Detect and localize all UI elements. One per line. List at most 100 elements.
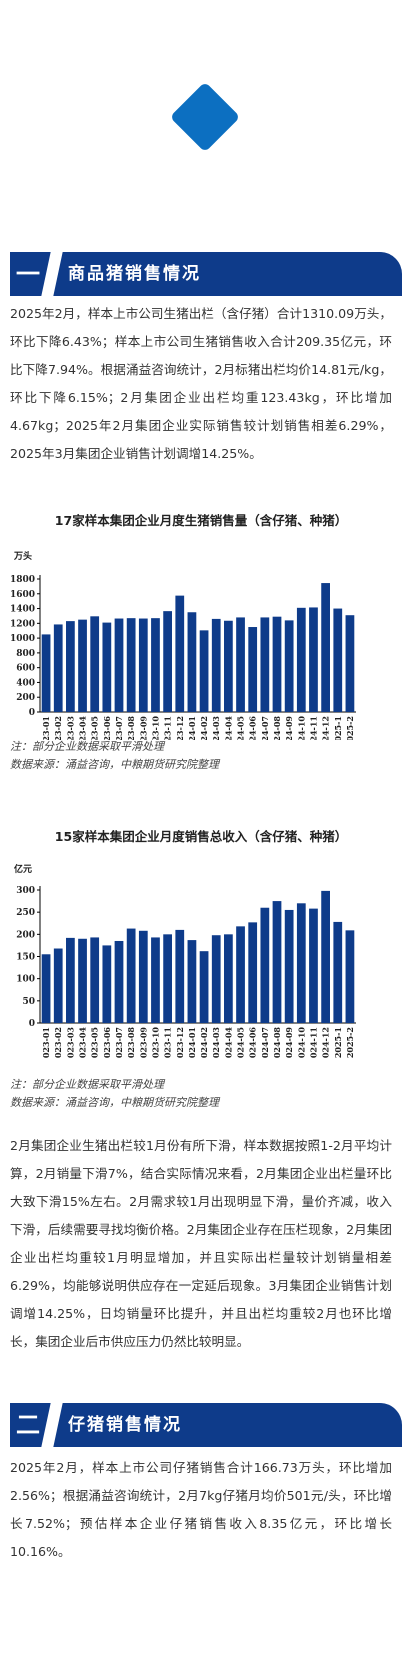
section-title: 商品猪销售情况 [68, 264, 201, 284]
y-tick-label: 1600 [10, 590, 35, 600]
x-tick-label: 2023-02 [53, 716, 63, 740]
bar [199, 630, 209, 712]
bar [224, 934, 233, 1023]
chart1-note: 注：部分企业数据采取平滑处理 [10, 740, 164, 753]
bar [102, 945, 112, 1023]
x-tick-label: 2024-08 [272, 716, 282, 740]
chart1-unit-label: 万头 [13, 550, 32, 562]
bar [333, 608, 343, 712]
bar [66, 621, 75, 712]
section1-analysis-paragraph: 2月集团企业生猪出栏较1月份有所下滑，样本数据按照1-2月平均计算，2月销量下滑… [10, 1138, 392, 1349]
bar [284, 909, 294, 1023]
bar [66, 937, 75, 1023]
bar [151, 618, 160, 712]
section-header-1: 一 商品猪销售情况 [10, 252, 402, 296]
y-tick-label: 1000 [10, 634, 35, 644]
bar [78, 938, 87, 1023]
bar [187, 612, 197, 712]
x-tick-label: 2024-05 [236, 716, 246, 740]
y-tick-label: 250 [16, 908, 35, 918]
x-tick-label: 2024-10 [296, 1027, 306, 1058]
x-tick-label: 2024-07 [260, 1027, 270, 1058]
x-tick-label: 2024-11 [308, 716, 318, 740]
y-tick-label: 600 [16, 664, 35, 674]
bar [138, 618, 148, 712]
bar [138, 930, 148, 1023]
bar [321, 890, 330, 1023]
x-tick-label: 2024-05 [236, 1027, 246, 1058]
x-tick-label: 2024-01 [187, 1027, 197, 1058]
bar [321, 583, 330, 712]
bar [248, 922, 258, 1023]
x-tick-label: 2024-12 [321, 1027, 331, 1058]
y-tick-label: 1200 [10, 619, 35, 629]
chart1-source: 数据来源：涌益咨询，中粮期货研究院整理 [10, 758, 219, 771]
decorative-diamond-icon [169, 81, 241, 153]
chart2-unit-label: 亿元 [14, 863, 32, 875]
x-tick-label: 2023-10 [150, 716, 160, 740]
x-tick-label: 2024-08 [272, 1027, 282, 1058]
bar [284, 620, 294, 712]
x-tick-label: 2024-12 [321, 716, 331, 740]
bar [199, 951, 209, 1023]
section2-paragraph: 2025年2月，样本上市公司仔猪销售合计166.73万头，环比增加2.56%；根… [10, 1460, 392, 1559]
bar [114, 940, 124, 1023]
bar [333, 921, 343, 1023]
bar [90, 937, 100, 1023]
bar [236, 926, 245, 1023]
bar [163, 611, 172, 712]
bar [260, 617, 270, 712]
chart2-source: 数据来源：涌益咨询，中粮期货研究院整理 [10, 1096, 219, 1109]
x-tick-label: 2023-04 [78, 1027, 88, 1058]
x-tick-label: 2024-04 [223, 1027, 233, 1058]
chart2-note: 注：部分企业数据采取平滑处理 [10, 1078, 164, 1091]
bar [272, 616, 282, 712]
y-tick-label: 100 [16, 975, 35, 985]
section-number: 一 [16, 260, 40, 288]
x-tick-label: 2023-09 [138, 716, 148, 740]
x-tick-label: 2024-07 [260, 716, 270, 740]
x-tick-label: 2023-07 [114, 1027, 124, 1058]
y-tick-label: 0 [29, 708, 35, 718]
section-header-2: 二 仔猪销售情况 [10, 1403, 402, 1447]
x-tick-label: 2023-08 [126, 1027, 136, 1058]
x-tick-label: 2023-02 [53, 1027, 63, 1058]
x-tick-label: 2024-06 [248, 1027, 258, 1058]
x-tick-label: 2024-09 [284, 716, 294, 740]
x-tick-label: 2025-1 [333, 1027, 343, 1058]
x-tick-label: 2024-10 [296, 716, 306, 740]
x-tick-label: 2024-06 [248, 716, 258, 740]
bar [126, 618, 136, 712]
x-tick-label: 2024-03 [211, 716, 221, 740]
bar [296, 607, 306, 712]
x-tick-label: 2024-09 [284, 1027, 294, 1058]
x-tick-label: 2023-11 [163, 1027, 173, 1058]
bar [211, 618, 221, 712]
bar [90, 616, 100, 712]
bar [309, 908, 318, 1023]
bar [175, 929, 185, 1023]
x-tick-label: 2025-2 [345, 716, 355, 740]
x-tick-label: 2024-04 [223, 716, 233, 740]
y-tick-label: 800 [16, 649, 35, 659]
chart2-title: 15家样本集团企业月度销售总收入（含仔猪、种猪） [54, 829, 348, 844]
bar [175, 595, 185, 712]
x-tick-label: 2024-11 [308, 1027, 318, 1058]
bar [53, 948, 63, 1023]
bar [224, 620, 233, 712]
x-tick-label: 2025-2 [345, 1027, 355, 1058]
x-tick-label: 2024-01 [187, 716, 197, 740]
x-tick-label: 2023-12 [175, 716, 185, 740]
section-title: 仔猪销售情况 [68, 1415, 182, 1435]
y-tick-label: 400 [16, 678, 35, 688]
bar [41, 634, 51, 712]
y-tick-label: 1800 [10, 575, 35, 585]
y-tick-label: 200 [16, 930, 35, 940]
bar [102, 622, 112, 712]
x-tick-label: 2023-07 [114, 716, 124, 740]
bar [296, 903, 306, 1023]
y-tick-label: 300 [16, 886, 35, 896]
x-tick-label: 2023-05 [90, 1027, 100, 1058]
section1-paragraph: 2025年2月，样本上市公司生猪出栏（含仔猪）合计1310.09万头，环比下降6… [10, 306, 392, 461]
y-tick-label: 200 [16, 693, 35, 703]
